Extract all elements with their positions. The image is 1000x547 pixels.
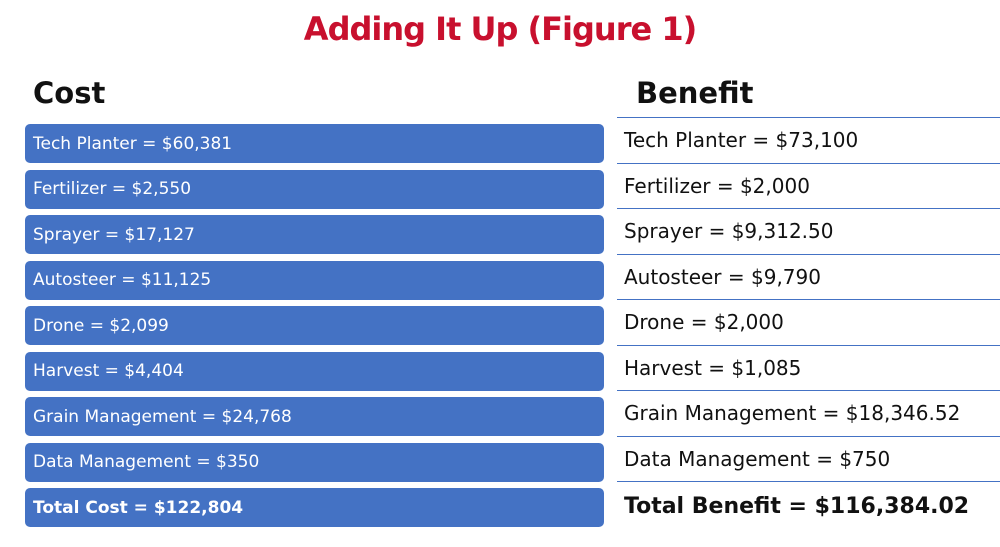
benefit-total: Total Benefit = $116,384.02 [624,493,970,519]
benefit-item-fertilizer: Fertilizer = $2,000 [617,164,1000,209]
cost-item-autosteer: Autosteer = $11,125 [25,260,604,300]
benefit-item-grain-management: Grain Management = $18,346.52 [617,391,1000,437]
cost-heading: Cost [33,76,106,110]
benefit-item-tech-planter: Tech Planter = $73,100 [617,118,1000,164]
benefit-heading: Benefit [636,76,754,110]
benefit-item-autosteer: Autosteer = $9,790 [617,255,1000,300]
cost-total: Total Cost = $122,804 [25,488,604,527]
benefit-item-data-management: Data Management = $750 [617,437,1000,482]
cost-item-tech-planter: Tech Planter = $60,381 [25,124,604,163]
cost-item-drone: Drone = $2,099 [25,306,604,345]
cost-item-fertilizer: Fertilizer = $2,550 [25,169,604,209]
cost-item-data-management: Data Management = $350 [25,442,604,482]
benefit-item-sprayer: Sprayer = $9,312.50 [617,209,1000,255]
cost-item-harvest: Harvest = $4,404 [25,351,604,391]
cost-list: Tech Planter = $60,381 Fertilizer = $2,5… [25,124,604,534]
benefit-item-harvest: Harvest = $1,085 [617,346,1000,391]
cost-item-sprayer: Sprayer = $17,127 [25,215,604,254]
benefit-item-drone: Drone = $2,000 [617,300,1000,346]
page-title: Adding It Up (Figure 1) [303,10,697,48]
cost-item-grain-management: Grain Management = $24,768 [25,397,604,436]
benefit-list: Tech Planter = $73,100 Fertilizer = $2,0… [617,117,1000,530]
